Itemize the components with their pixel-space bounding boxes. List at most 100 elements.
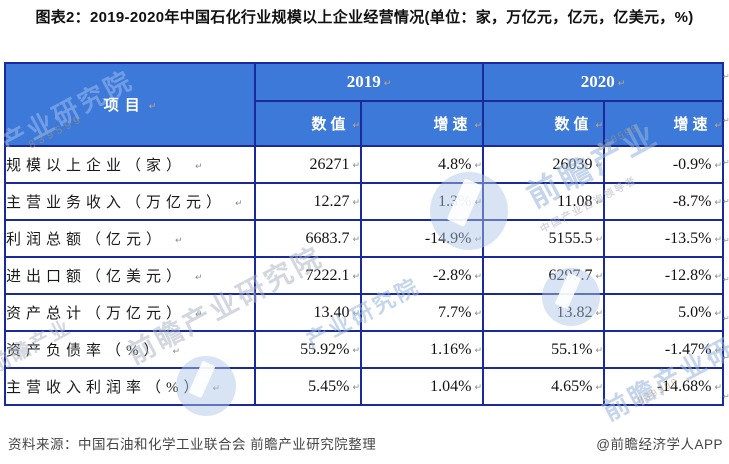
paragraph-mark: ↵	[714, 121, 723, 131]
row-end-mark: ↵	[723, 275, 729, 284]
paragraph-mark: ↵	[352, 197, 360, 208]
table-row: 资产总计（万亿元） ↵ 13.40 ↵ 7.7% ↵ 13.82 ↵ 5.0% ↵	[4, 293, 725, 332]
row-end-mark: ↵	[723, 236, 729, 245]
cell-value: 26039 ↵	[482, 145, 606, 184]
cell-value: 4.65% ↵	[482, 367, 606, 406]
paragraph-mark: ↵	[714, 271, 723, 282]
header-cell-2020-value: 数值 ↵	[482, 100, 606, 147]
cell-value: 55.92% ↵	[254, 330, 362, 369]
cell-value: 5.45% ↵	[254, 367, 362, 406]
cell-text: 13.82	[556, 303, 593, 321]
credit-note: @前瞻经济学人APP	[596, 437, 723, 452]
header-cell-project: 项目 ↵	[4, 62, 256, 147]
cell-value: -14.68% ↵	[603, 367, 725, 406]
cell-text: -13.5%	[664, 229, 712, 247]
paragraph-mark: ↵	[474, 121, 483, 131]
row-end-mark: ↵	[723, 392, 729, 401]
table-row: 规模以上企业（家） ↵ 26271 ↵ 4.8% ↵ 26039 ↵ -0.9% ↵	[4, 145, 725, 184]
cell-text: -8.7%	[672, 192, 712, 210]
row-end-mark: ↵	[723, 72, 729, 81]
cell-value: 7.7% ↵	[359, 293, 485, 332]
cell-text: 7.7%	[438, 303, 472, 321]
cell-text: 4.8%	[438, 155, 472, 173]
cell-text: 7222.1	[305, 266, 350, 284]
cell-value: 26271 ↵	[254, 145, 362, 184]
cell-value: 13.82 ↵	[482, 293, 606, 332]
cell-value: -8.7% ↵	[603, 182, 725, 221]
paragraph-mark: ↵	[352, 308, 360, 319]
row-label: 主营收入利润率（%） ↵	[4, 367, 256, 406]
cell-value: 55.1% ↵	[482, 330, 606, 369]
header-cell-2019-value: 数值 ↵	[254, 100, 362, 147]
header-label: 增速	[673, 116, 712, 133]
paragraph-mark: ↵	[352, 234, 360, 245]
cell-text: 11.08	[557, 192, 593, 210]
paragraph-mark: ↵	[474, 271, 483, 282]
chart-title: 图表2：2019-2020年中国石化行业规模以上企业经营情况(单位：家，万亿元，…	[35, 9, 694, 26]
paragraph-mark: ↵	[714, 197, 723, 208]
cell-text: 26271	[309, 155, 350, 173]
paragraph-mark: ↵	[595, 345, 604, 356]
row-end-mark: ↵	[723, 158, 729, 167]
cell-value: 6297.7 ↵	[482, 256, 606, 295]
row-label: 资产负债率（%） ↵	[4, 330, 256, 369]
table-row: 利润总额（亿元） ↵ 6683.7 ↵ -14.9% ↵ 5155.5 ↵ -13.5%…	[4, 219, 725, 258]
cell-text: 26039	[552, 155, 593, 173]
paragraph-mark: ↵	[617, 79, 626, 89]
header-label: 数值	[554, 116, 593, 133]
paragraph-mark: ↵	[195, 310, 203, 320]
paragraph-mark: ↵	[474, 382, 483, 393]
header-label: 项目	[103, 97, 146, 114]
cell-text: 13.40	[313, 303, 350, 321]
paragraph-mark: ↵	[172, 347, 181, 357]
row-end-mark: ↵	[723, 197, 729, 206]
table-row: 主营业务收入（万亿元） ↵ 12.27 ↵ 1.3% ↵ 11.08 ↵ -8.7% ↵	[4, 182, 725, 221]
header-cell-2019: 2019 ↵	[253, 62, 485, 102]
cell-text: 12.27	[313, 192, 350, 210]
cell-value: 6683.7 ↵	[254, 219, 362, 258]
table-footer: 资料来源：中国石油和化学工业联合会 前瞻产业研究院整理 @前瞻经济学人APP	[8, 433, 723, 453]
paragraph-mark: ↵	[148, 102, 157, 112]
paragraph-mark: ↵	[595, 160, 604, 171]
row-label-text: 资产总计（万亿元）	[6, 306, 187, 322]
row-label-text: 进出口额（亿美元）	[6, 269, 187, 285]
cell-text: 1.16%	[430, 340, 472, 358]
cell-text: 1.04%	[430, 377, 472, 395]
header-label: 数值	[311, 116, 350, 133]
cell-value: -0.9% ↵	[603, 145, 725, 184]
paragraph-mark: ↵	[383, 79, 392, 89]
cell-value: -13.5% ↵	[603, 219, 725, 258]
paragraph-mark: ↵	[714, 308, 723, 319]
paragraph-mark: ↵	[474, 345, 483, 356]
paragraph-mark: ↵	[195, 162, 203, 172]
row-label: 进出口额（亿美元） ↵	[4, 256, 256, 295]
paragraph-mark: ↵	[352, 271, 360, 282]
cell-text: 6683.7	[305, 229, 350, 247]
cell-value: 13.40 ↵	[254, 293, 362, 332]
paragraph-mark: ↵	[212, 384, 221, 394]
row-label-text: 利润总额（亿元）	[6, 232, 167, 248]
cell-text: 6297.7	[548, 266, 593, 284]
cell-value: 7222.1 ↵	[254, 256, 362, 295]
cell-text: 55.1%	[551, 340, 593, 358]
paragraph-mark: ↵	[595, 271, 604, 282]
cell-value: -12.8% ↵	[603, 256, 725, 295]
row-label-text: 资产负债率（%）	[6, 343, 164, 359]
row-label: 主营业务收入（万亿元） ↵	[4, 182, 256, 221]
paragraph-mark: ↵	[714, 160, 723, 171]
cell-value: 1.04% ↵	[359, 367, 485, 406]
paragraph-mark: ↵	[714, 345, 723, 356]
cell-text: 4.65%	[551, 377, 593, 395]
row-end-mark: ↵	[723, 353, 729, 362]
header-label: 2020	[580, 72, 615, 91]
paragraph-mark: ↵	[175, 236, 183, 246]
header-label: 增速	[433, 116, 472, 133]
paragraph-mark: ↵	[352, 121, 360, 131]
table-row: 进出口额（亿美元） ↵ 7222.1 ↵ -2.8% ↵ 6297.7 ↵ -12.8%…	[4, 256, 725, 295]
cell-value: 5.0% ↵	[603, 293, 725, 332]
row-label: 利润总额（亿元） ↵	[4, 219, 256, 258]
cell-text: -1.47%	[664, 340, 712, 358]
row-label-text: 主营收入利润率（%）	[6, 380, 204, 396]
header-cell-2020-growth: 增速 ↵	[603, 100, 725, 147]
row-label: 规模以上企业（家） ↵	[4, 145, 256, 184]
